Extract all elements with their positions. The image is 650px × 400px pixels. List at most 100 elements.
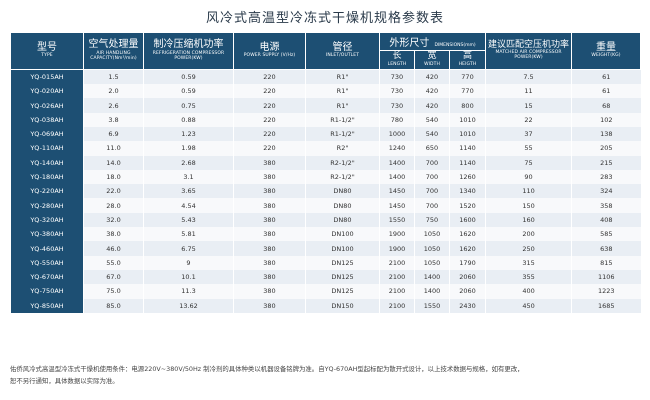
table-row: YQ-850AH 85.0 13.62 380 DN150 2100 1550 2430 450… bbox=[10, 298, 641, 313]
cell-model: YQ-015AH bbox=[10, 69, 84, 85]
table-row: YQ-220AH 22.0 3.65 380 DN80 1450 700 1340 110 324 bbox=[10, 184, 641, 199]
cell-pipe: DN125 bbox=[305, 255, 380, 270]
table-row: YQ-110AH 11.0 1.98 220 R2" 1240 650 1140 55 205 bbox=[10, 141, 641, 156]
cell-power-supply: 220 bbox=[233, 69, 306, 85]
cell-length: 2100 bbox=[379, 284, 415, 299]
spec-table: 型号 TYPE 空气处理量 AIR HANDLING CAPACITY(Nm³/mi… bbox=[10, 32, 642, 313]
cell-pipe: DN150 bbox=[305, 298, 380, 313]
cell-width: 650 bbox=[414, 141, 450, 156]
cell-power-supply: 380 bbox=[233, 155, 306, 170]
cell-model: YQ-180AH bbox=[10, 169, 84, 185]
cell-weight: 102 bbox=[571, 112, 641, 127]
cell-width: 540 bbox=[414, 126, 450, 142]
table-row: YQ-750AH 75.0 11.3 380 DN125 2100 1400 2060 400 1… bbox=[10, 284, 641, 299]
cell-pipe: DN100 bbox=[305, 227, 380, 242]
cell-capacity: 14.0 bbox=[83, 155, 144, 170]
cell-height: 1600 bbox=[448, 212, 486, 228]
cell-capacity: 1.5 bbox=[83, 69, 144, 85]
cell-width: 1050 bbox=[414, 227, 450, 242]
cell-model: YQ-038AH bbox=[10, 112, 84, 127]
cell-length: 730 bbox=[379, 84, 415, 99]
cell-compressor-power: 2.68 bbox=[143, 155, 234, 170]
cell-weight: 585 bbox=[571, 227, 641, 242]
cell-model: YQ-020AH bbox=[10, 84, 84, 99]
cell-power-supply: 380 bbox=[233, 184, 306, 199]
header-matched-compressor: 建议匹配空压机功率 MATCHED AIR COMPRESSOR POWER(KW… bbox=[485, 32, 573, 70]
cell-pipe: DN80 bbox=[305, 198, 380, 213]
cell-pipe: DN80 bbox=[305, 212, 380, 228]
footer-notes: 佑侨风冷式高温型冷冻式干燥机使用条件：电源220V~380V/50Hz 制冷剂的… bbox=[10, 363, 642, 387]
cell-model: YQ-110AH bbox=[10, 141, 84, 156]
cell-length: 730 bbox=[379, 69, 415, 85]
cell-length: 1240 bbox=[379, 141, 415, 156]
cell-compressor-power: 0.59 bbox=[143, 69, 234, 85]
cell-capacity: 38.0 bbox=[83, 227, 144, 242]
cell-weight: 1106 bbox=[571, 269, 641, 285]
cell-compressor-power: 0.88 bbox=[143, 112, 234, 127]
cell-matched-compressor: 22 bbox=[485, 112, 572, 127]
cell-model: YQ-220AH bbox=[10, 184, 84, 199]
cell-compressor-power: 3.65 bbox=[143, 184, 234, 199]
cell-length: 1400 bbox=[379, 169, 415, 185]
cell-capacity: 32.0 bbox=[83, 212, 144, 228]
header-capacity: 空气处理量 AIR HANDLING CAPACITY(Nm³/min) bbox=[83, 32, 144, 70]
cell-height: 2060 bbox=[448, 284, 486, 299]
header-pipe: 管径 INLET/OUTLET bbox=[305, 32, 380, 70]
cell-matched-compressor: 75 bbox=[485, 155, 572, 170]
cell-weight: 283 bbox=[571, 169, 641, 185]
cell-weight: 61 bbox=[571, 84, 641, 99]
cell-matched-compressor: 200 bbox=[485, 227, 572, 242]
header-model: 型号 TYPE bbox=[10, 32, 84, 70]
cell-height: 1790 bbox=[448, 255, 486, 270]
cell-capacity: 2.6 bbox=[83, 98, 144, 113]
cell-power-supply: 220 bbox=[233, 84, 306, 99]
cell-weight: 324 bbox=[571, 184, 641, 199]
cell-pipe: R1" bbox=[305, 84, 380, 99]
cell-height: 1620 bbox=[448, 227, 486, 242]
cell-height: 1520 bbox=[448, 198, 486, 213]
cell-width: 1400 bbox=[414, 269, 450, 285]
cell-weight: 638 bbox=[571, 241, 641, 256]
cell-pipe: DN125 bbox=[305, 269, 380, 285]
cell-pipe: DN125 bbox=[305, 284, 380, 299]
cell-compressor-power: 5.43 bbox=[143, 212, 234, 228]
cell-weight: 138 bbox=[571, 126, 641, 142]
table-row: YQ-460AH 46.0 6.75 380 DN100 1900 1050 1620 250 6… bbox=[10, 241, 641, 256]
cell-pipe: R2-1/2" bbox=[305, 155, 380, 170]
cell-pipe: DN100 bbox=[305, 241, 380, 256]
cell-capacity: 85.0 bbox=[83, 298, 144, 313]
cell-width: 540 bbox=[414, 112, 450, 127]
cell-compressor-power: 13.62 bbox=[143, 298, 234, 313]
cell-weight: 1223 bbox=[571, 284, 641, 299]
cell-pipe: R2" bbox=[305, 141, 380, 156]
cell-matched-compressor: 7.5 bbox=[485, 69, 572, 85]
cell-pipe: R1-1/2" bbox=[305, 112, 380, 127]
header-length: 长 LENGTH bbox=[379, 49, 415, 70]
cell-width: 750 bbox=[414, 212, 450, 228]
footer-line-1: 佑侨风冷式高温型冷冻式干燥机使用条件：电源220V~380V/50Hz 制冷剂的… bbox=[10, 365, 524, 373]
cell-matched-compressor: 400 bbox=[485, 284, 572, 299]
cell-length: 1450 bbox=[379, 184, 415, 199]
cell-length: 780 bbox=[379, 112, 415, 127]
cell-weight: 61 bbox=[571, 69, 641, 85]
cell-capacity: 3.8 bbox=[83, 112, 144, 127]
cell-model: YQ-380AH bbox=[10, 227, 84, 242]
cell-pipe: R1-1/2" bbox=[305, 126, 380, 142]
cell-matched-compressor: 150 bbox=[485, 198, 572, 213]
cell-length: 1550 bbox=[379, 212, 415, 228]
cell-width: 1400 bbox=[414, 284, 450, 299]
cell-matched-compressor: 315 bbox=[485, 255, 572, 270]
cell-pipe: R1" bbox=[305, 69, 380, 85]
cell-length: 1000 bbox=[379, 126, 415, 142]
cell-compressor-power: 3.1 bbox=[143, 169, 234, 185]
cell-power-supply: 220 bbox=[233, 126, 306, 142]
cell-height: 800 bbox=[448, 98, 486, 113]
cell-matched-compressor: 90 bbox=[485, 169, 572, 185]
cell-model: YQ-320AH bbox=[10, 212, 84, 228]
cell-power-supply: 380 bbox=[233, 241, 306, 256]
header-width: 宽 WIDTH bbox=[414, 49, 450, 70]
cell-height: 770 bbox=[448, 84, 486, 99]
table-row: YQ-180AH 18.0 3.1 380 R2-1/2" 1400 700 1260 90 28… bbox=[10, 169, 641, 185]
cell-compressor-power: 9 bbox=[143, 255, 234, 270]
table-row: YQ-020AH 2.0 0.59 220 R1" 730 420 770 11 61 bbox=[10, 84, 641, 99]
